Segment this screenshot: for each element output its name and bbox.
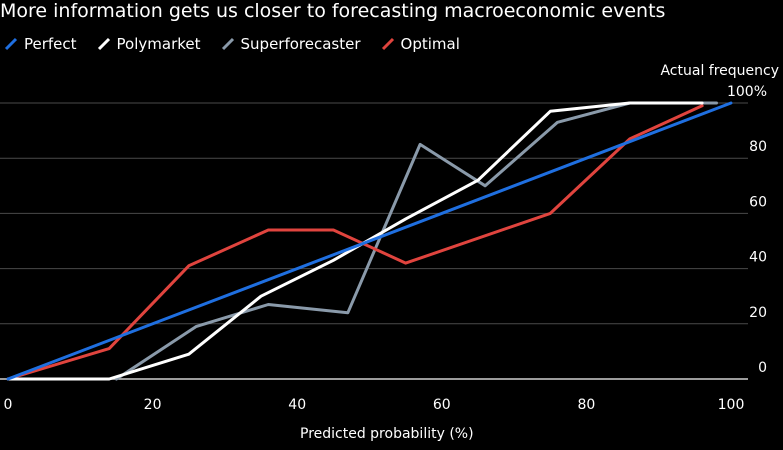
y-tick-label: 60 [749,194,767,210]
legend: Perfect Polymarket Superforecaster Optim… [4,35,480,53]
y-tick-label: 0 [758,360,767,376]
legend-label-superforecaster: Superforecaster [240,35,361,53]
chart-title: More information gets us closer to forec… [0,0,666,22]
series-line-optimal [6,104,704,381]
legend-label-polymarket: Polymarket [116,35,201,53]
legend-swatch-optimal [381,37,394,51]
legend-swatch-perfect [4,37,18,51]
x-axis-title: Predicted probability (%) [300,426,474,442]
x-tick-label: 0 [4,397,13,413]
series-lines [6,101,733,381]
legend-item-perfect: Perfect [4,35,77,53]
y-tick-label: 100% [727,84,767,100]
y-tick-labels: 0 20 40 60 80 100% [727,84,767,376]
x-tick-label: 40 [288,397,306,413]
x-tick-label: 80 [577,397,595,413]
legend-item-polymarket: Polymarket [97,35,201,53]
series-line-perfect [6,101,733,381]
x-tick-label: 20 [144,397,162,413]
y-tick-label: 80 [749,139,767,155]
legend-item-optimal: Optimal [381,35,460,53]
legend-swatch-polymarket [97,37,110,51]
x-tick-label: 60 [433,397,451,413]
y-tick-label: 40 [749,250,767,266]
y-axis-title: Actual frequency [660,63,779,79]
x-tick-label: 100 [718,397,745,413]
legend-item-superforecaster: Superforecaster [221,35,361,53]
x-tick-labels: 0 20 40 60 80 100 [4,397,745,413]
y-tick-label: 20 [749,305,767,321]
series-line-superforecaster [115,101,718,381]
grid [0,102,748,380]
legend-swatch-superforecaster [221,37,234,51]
legend-label-optimal: Optimal [400,35,460,53]
legend-label-perfect: Perfect [24,35,77,53]
